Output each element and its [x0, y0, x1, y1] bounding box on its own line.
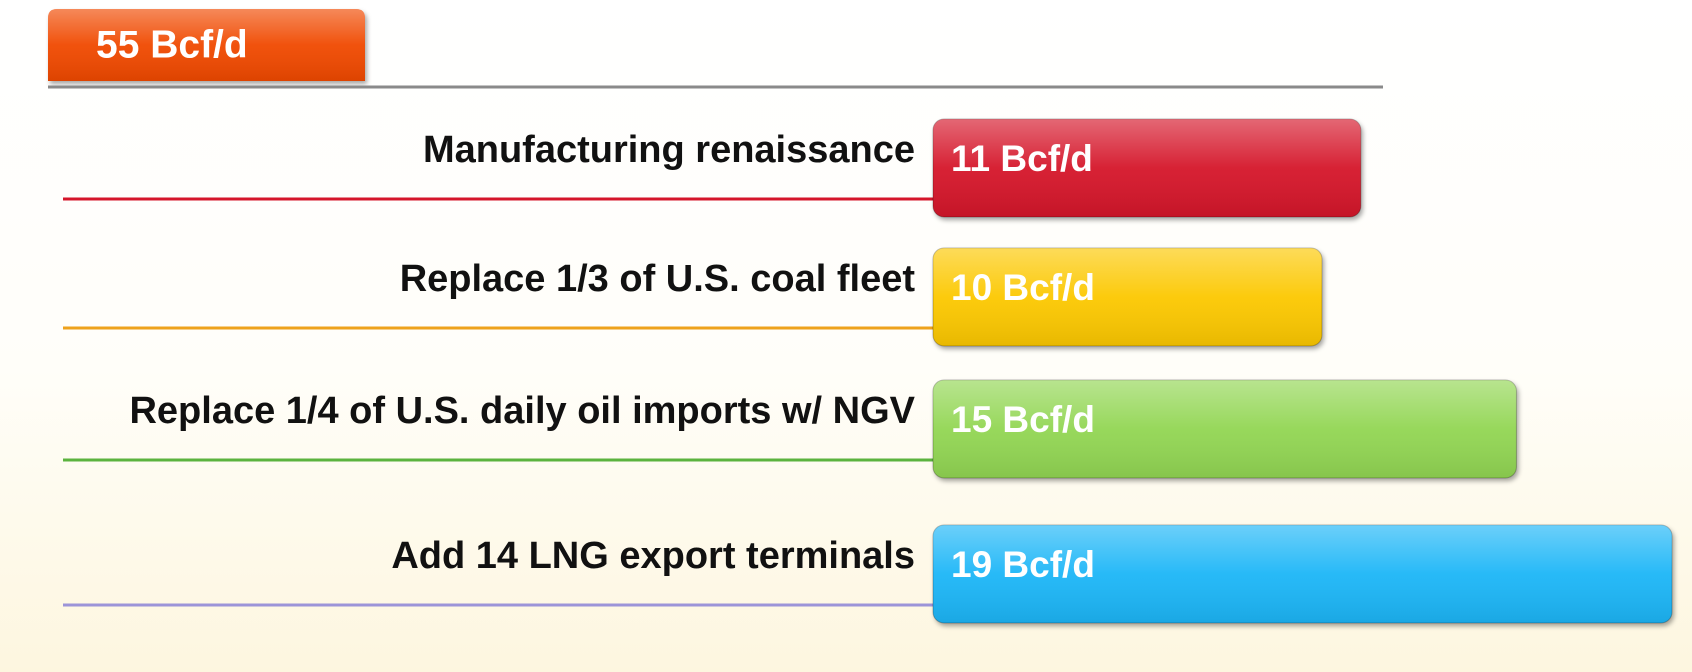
total-label: 55 Bcf/d: [96, 23, 248, 66]
bar-gloss: [933, 380, 1517, 478]
category-label: Add 14 LNG export terminals: [391, 535, 915, 577]
bar-gloss: [933, 525, 1672, 623]
total-tab-gloss: [48, 9, 365, 81]
category-label: Replace 1/3 of U.S. coal fleet: [400, 258, 916, 300]
bar-gloss: [933, 248, 1322, 346]
value-label: 10 Bcf/d: [951, 267, 1095, 308]
bar-gloss: [933, 119, 1361, 217]
value-label: 11 Bcf/d: [951, 138, 1093, 179]
value-label: 19 Bcf/d: [951, 544, 1095, 585]
category-label: Replace 1/4 of U.S. daily oil imports w/…: [129, 390, 915, 432]
category-label: Manufacturing renaissance: [423, 129, 915, 171]
value-label: 15 Bcf/d: [951, 399, 1095, 440]
